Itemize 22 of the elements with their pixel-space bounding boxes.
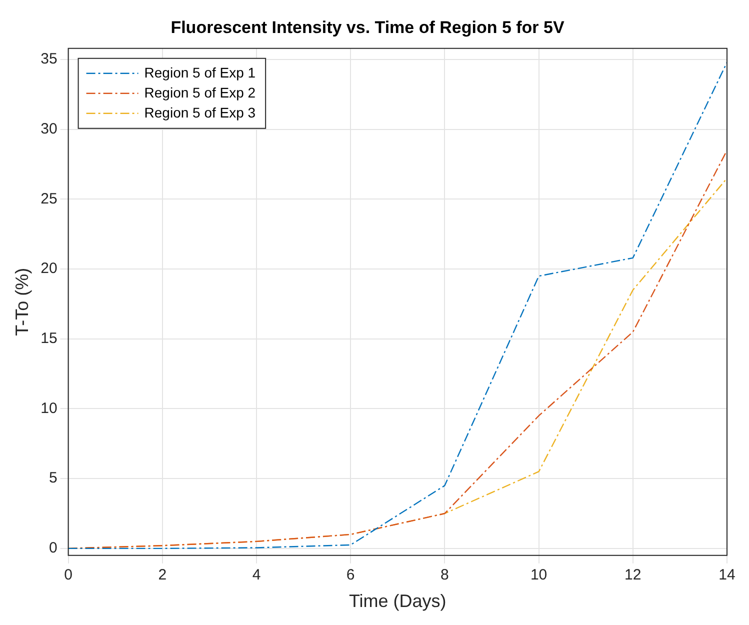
x-tick-label: 2 (158, 566, 167, 584)
x-tick-label: 6 (346, 566, 355, 584)
legend-label: Region 5 of Exp 1 (144, 64, 256, 80)
y-tick-label: 10 (40, 400, 58, 417)
y-tick-label: 15 (40, 330, 58, 348)
x-tick-label: 10 (530, 566, 548, 584)
y-tick-label: 25 (40, 190, 58, 208)
y-tick-label: 5 (48, 470, 58, 487)
y-tick-label: 20 (40, 260, 58, 278)
y-axis-title: T-To (%) (12, 268, 32, 336)
legend-label: Region 5 of Exp 3 (144, 104, 256, 120)
x-tick-label: 8 (440, 566, 449, 584)
y-tick-label: 35 (40, 50, 58, 68)
x-tick-label: 14 (718, 566, 736, 584)
y-tick-label: 30 (40, 120, 58, 138)
x-tick-label: 0 (64, 566, 72, 584)
x-tick-label: 12 (624, 566, 642, 584)
x-axis-title: Time (Days) (348, 591, 446, 612)
x-tick-label: 4 (252, 566, 261, 584)
y-tick-label: 0 (48, 540, 58, 557)
chart-title: Fluorescent Intensity vs. Time of Region 5 for 5V (170, 18, 565, 37)
legend-label: Region 5 of Exp 2 (144, 84, 256, 100)
